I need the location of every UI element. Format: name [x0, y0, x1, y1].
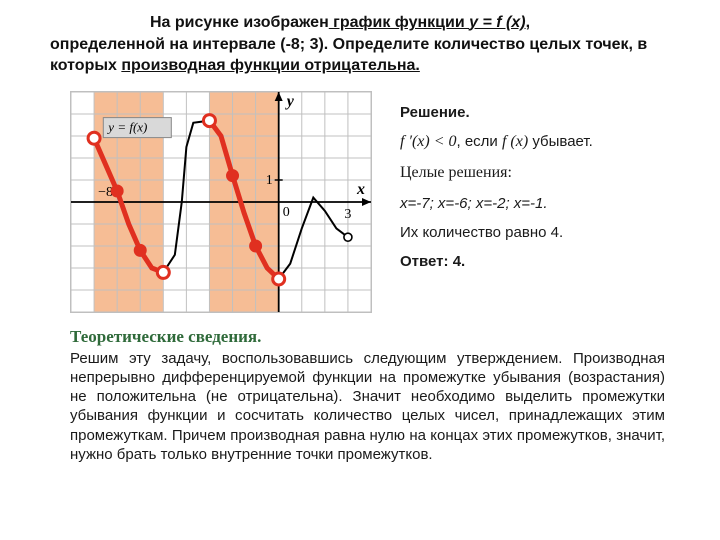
graph: y x 0 1 3 −8 y = f(x) [70, 91, 372, 313]
task-pre: На рисунке изображен [150, 14, 329, 31]
svg-text:x: x [356, 181, 365, 198]
svg-text:y = f(x): y = f(x) [106, 119, 147, 134]
svg-text:3: 3 [344, 207, 351, 222]
cond-tail: убывает. [528, 133, 593, 150]
cond-mid: , если [457, 133, 502, 150]
solution-title: Решение. [400, 101, 680, 124]
count: Их количество равно 4. [400, 221, 680, 244]
cond-f: f (x) [502, 133, 528, 150]
svg-text:y: y [285, 93, 295, 110]
task-comma: , [526, 14, 530, 31]
svg-text:0: 0 [283, 205, 290, 220]
task-func: y = f (x) [469, 14, 525, 31]
answer: Ответ: 4. [400, 250, 680, 273]
task-deriv: производная функции отрицательна. [121, 57, 420, 74]
task-text: На рисунке изображен график функции y = … [0, 0, 720, 85]
solution: Решение. f ′(x) < 0, если f (x) убывает.… [400, 91, 680, 280]
svg-text:1: 1 [266, 173, 273, 188]
theory-body: Решим эту задачу, воспользовавшись следу… [0, 349, 720, 464]
cond-lhs: f ′(x) < 0 [400, 133, 457, 150]
int-head: Целые решения: [400, 161, 680, 186]
svg-text:−8: −8 [98, 185, 113, 200]
int-vals: x=-7; x=-6; x=-2; x=-1. [400, 192, 680, 215]
task-link: график функции [329, 14, 469, 31]
theory-title: Теоретические сведения. [70, 327, 720, 347]
